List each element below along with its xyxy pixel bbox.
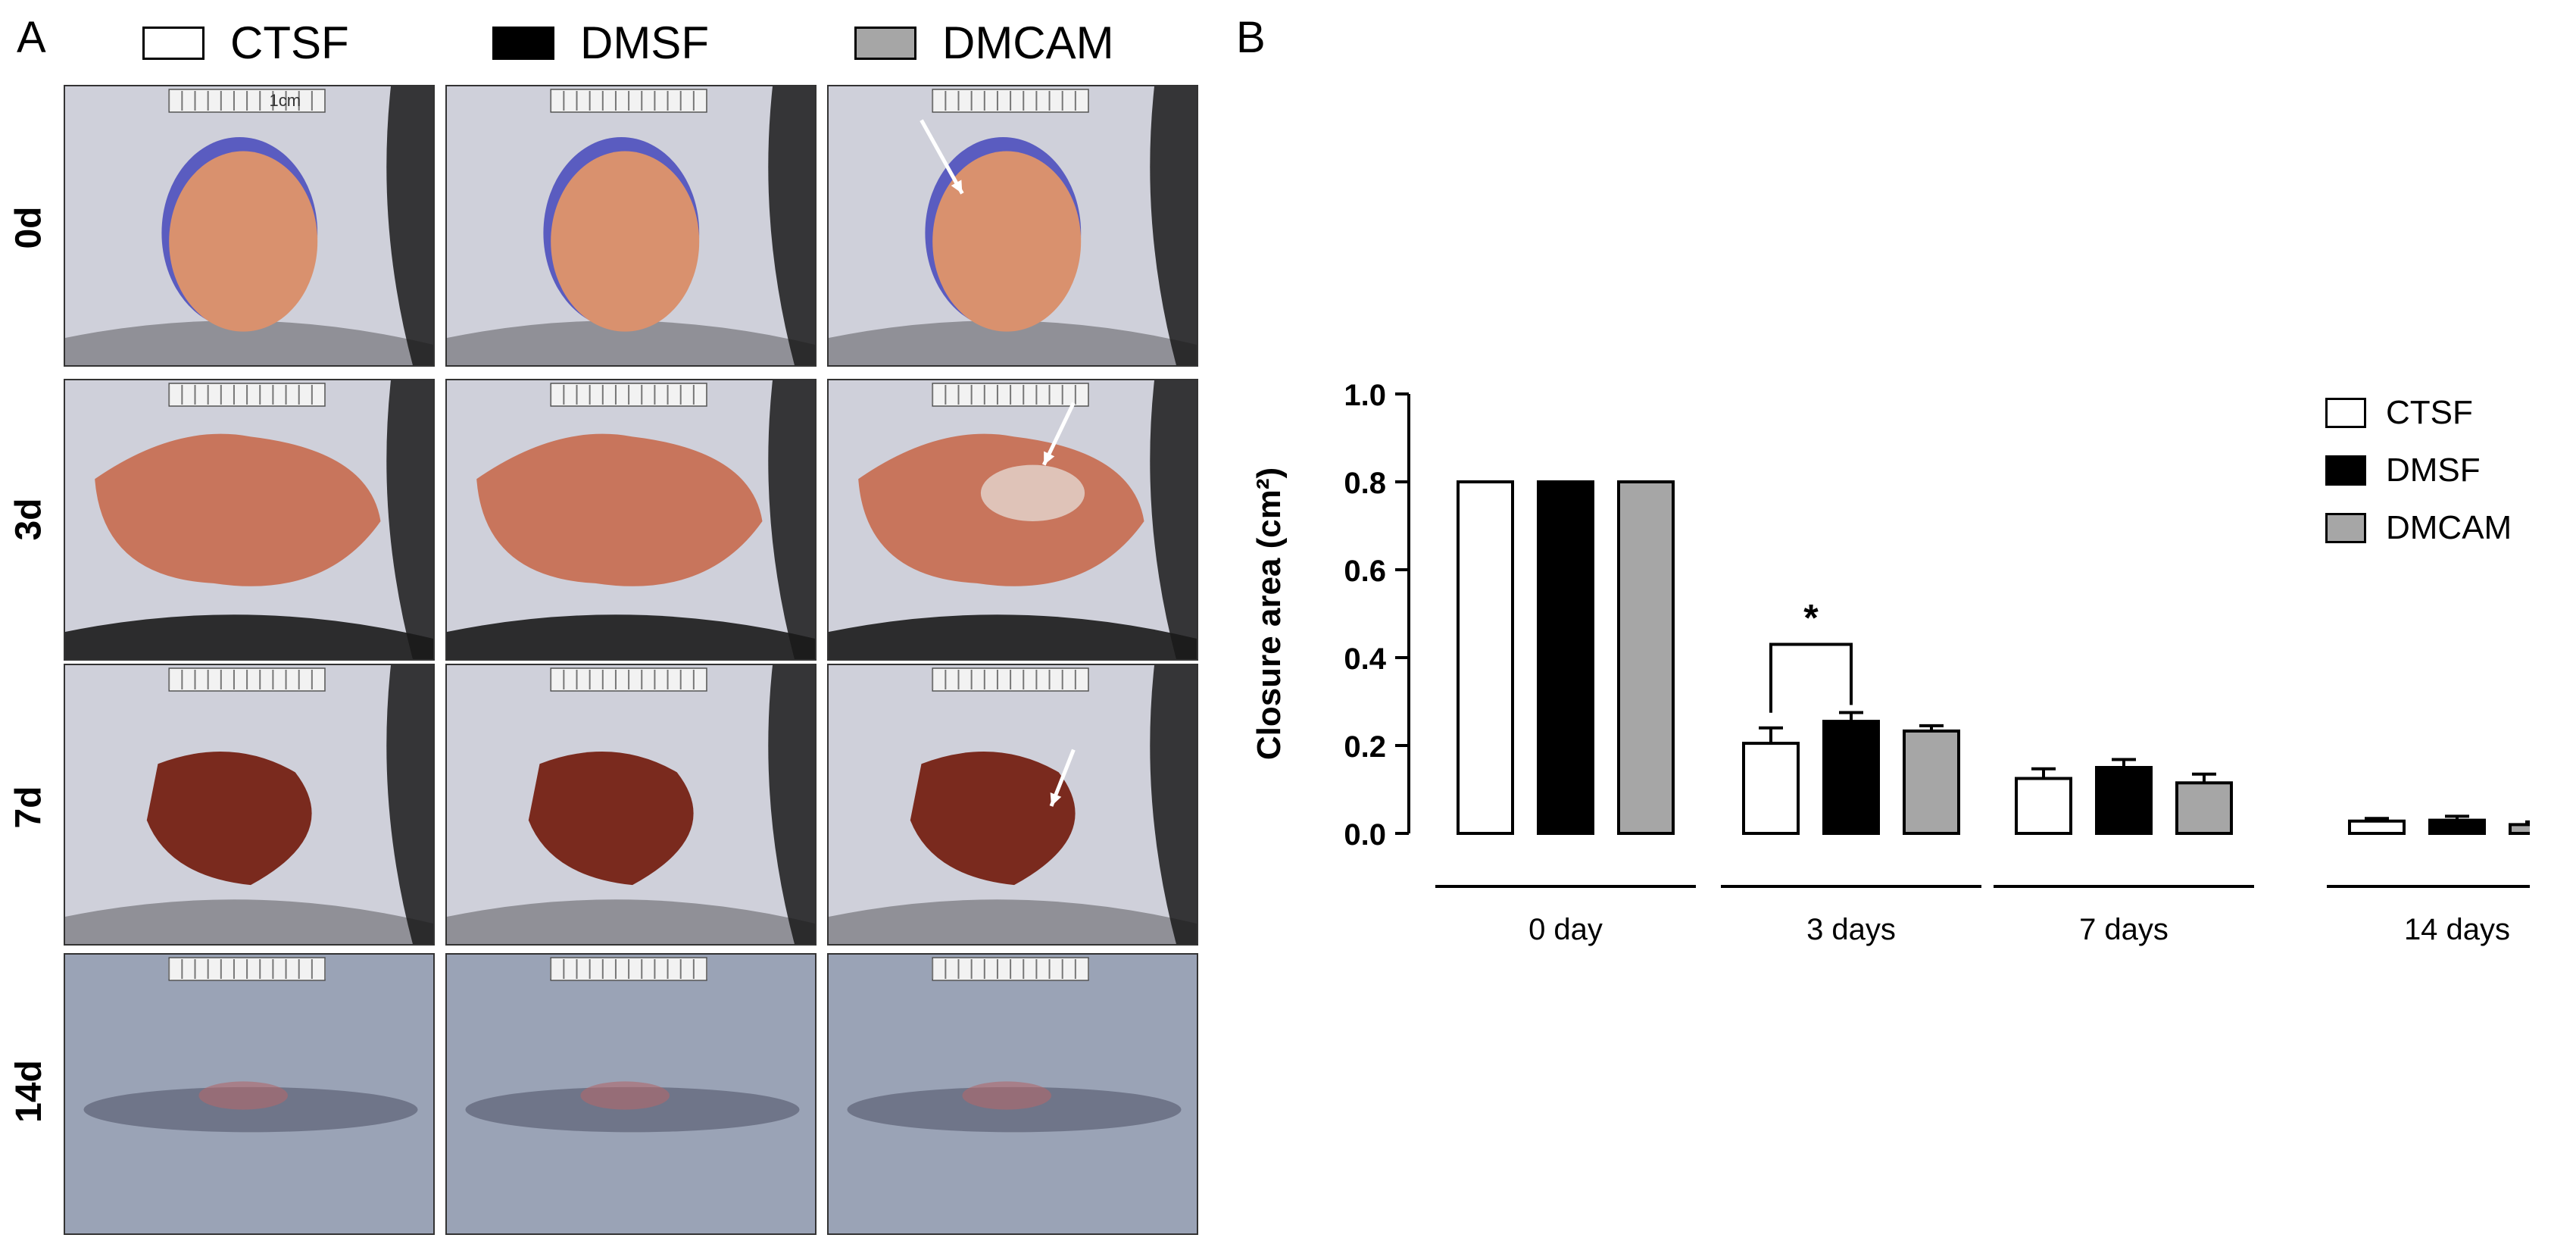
panel-b-legend-dmcam: DMCAM [2325, 509, 2512, 547]
bar-dmsf-2 [2095, 766, 2153, 835]
wound-photo-dmsf-7d [445, 664, 817, 946]
scale-ruler [168, 89, 326, 113]
scale-ruler [550, 957, 707, 981]
scale-ruler [550, 89, 707, 113]
wound-photo-dmcam-7d [827, 664, 1198, 946]
bar-dmsf-1 [1822, 720, 1880, 835]
category-label: 7 days [2079, 913, 2169, 946]
y-tick-label: 0.0 [1344, 818, 1386, 852]
wound-photo-ctsf-0d: 1cm [64, 85, 435, 367]
y-tick-label: 1.0 [1344, 379, 1386, 412]
scale-ruler [932, 667, 1089, 692]
row-label-14d: 14d [8, 1059, 49, 1123]
category-label: 0 day [1528, 913, 1603, 946]
wound-photo-ctsf-3d [64, 379, 435, 661]
legend-b-swatch-dmcam [2325, 513, 2366, 543]
wound-photo-dmsf-3d [445, 379, 817, 661]
y-tick-label: 0.4 [1344, 642, 1386, 676]
wound-photo-dmcam-0d [827, 85, 1198, 367]
legend-b-label-dmcam: DMCAM [2386, 509, 2512, 546]
bar-dmcam-1 [1903, 729, 1960, 835]
bar-dmcam-2 [2175, 781, 2233, 835]
wound-photo-ctsf-14d [64, 953, 435, 1235]
scale-ruler [168, 667, 326, 692]
legend-b-label-dmsf: DMSF [2386, 452, 2481, 489]
bar-ctsf-1 [1742, 742, 1800, 835]
scale-ruler [932, 89, 1089, 113]
bar-dmcam-3 [2509, 823, 2530, 836]
panel-a-legend-ctsf: CTSF [142, 17, 349, 69]
panel-b-legend-ctsf: CTSF [2325, 394, 2473, 432]
white-arrow-icon [1049, 749, 1076, 807]
panel-a-legend-dmcam: DMCAM [854, 17, 1114, 69]
wound-photo-ctsf-7d [64, 664, 435, 946]
wound-photo-dmsf-14d [445, 953, 817, 1235]
bar-dmsf-0 [1537, 480, 1594, 835]
y-tick-label: 0.8 [1344, 467, 1386, 500]
category-label: 3 days [1806, 913, 1896, 946]
white-arrow-icon [920, 119, 964, 195]
bar-dmsf-3 [2428, 818, 2486, 835]
scale-ruler [168, 383, 326, 407]
y-axis-title: Closure area (cm²) [1251, 467, 1288, 760]
bar-ctsf-3 [2348, 819, 2406, 836]
row-label-3d: 3d [8, 497, 49, 541]
significance-star: * [1803, 597, 1819, 639]
panel-a-letter: A [17, 13, 46, 62]
legend-b-swatch-ctsf [2325, 398, 2366, 428]
bar-ctsf-0 [1457, 480, 1514, 835]
row-label-0d: 0d [8, 205, 49, 249]
legend-swatch-ctsf [142, 26, 205, 60]
y-tick-label: 0.2 [1344, 730, 1386, 764]
scale-ruler [550, 383, 707, 407]
wound-photo-dmcam-14d [827, 953, 1198, 1235]
significance-bracket [1769, 642, 1853, 713]
bar-ctsf-2 [2015, 777, 2072, 835]
closure-area-bar-chart: 0.0 0.2 0.4 0.6 0.8 1.0 Closure area (cm²) 0 da… [1251, 379, 2530, 946]
white-arrow-icon [1041, 402, 1076, 466]
bar-dmcam-0 [1617, 480, 1675, 835]
legend-swatch-dmcam [854, 26, 916, 60]
scale-ruler [550, 667, 707, 692]
scale-ruler [932, 957, 1089, 981]
y-tick-label: 0.6 [1344, 555, 1386, 588]
wound-photo-dmsf-0d [445, 85, 817, 367]
panel-a-legend-dmsf: DMSF [492, 17, 709, 69]
legend-b-label-ctsf: CTSF [2386, 394, 2473, 431]
row-label-7d: 7d [8, 785, 49, 829]
legend-label-ctsf: CTSF [230, 17, 349, 68]
panel-b-legend-dmsf: DMSF [2325, 452, 2481, 489]
legend-swatch-dmsf [492, 26, 554, 60]
category-label: 14 days [2404, 913, 2510, 946]
legend-b-swatch-dmsf [2325, 455, 2366, 486]
scale-label: 1cm [270, 91, 301, 110]
legend-label-dmcam: DMCAM [942, 17, 1114, 68]
wound-photo-dmcam-3d [827, 379, 1198, 661]
scale-ruler [168, 957, 326, 981]
panel-b-letter: B [1236, 13, 1266, 62]
legend-label-dmsf: DMSF [580, 17, 709, 68]
scale-ruler [932, 383, 1089, 407]
